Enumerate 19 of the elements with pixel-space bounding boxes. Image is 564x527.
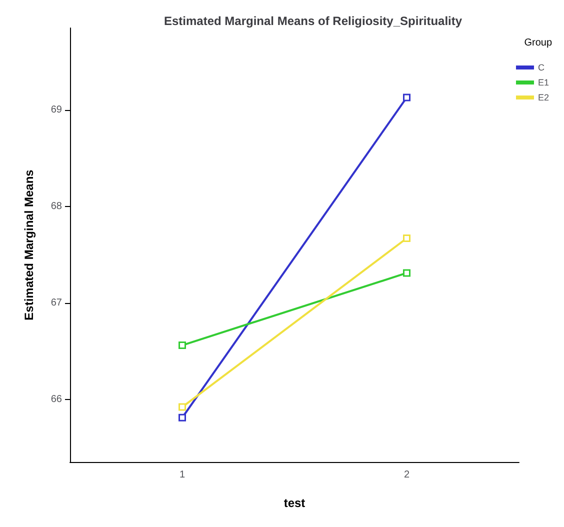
x-tick-label: 1 (179, 470, 186, 480)
legend-label: C (538, 62, 545, 72)
x-axis-title: test (284, 496, 306, 510)
y-tick-label: 69 (50, 104, 62, 116)
point (403, 269, 410, 277)
y-axis-title: Estimated Marginal Means (22, 169, 36, 320)
point (403, 234, 410, 242)
legend-label: E2 (538, 92, 550, 102)
point (178, 403, 186, 411)
x-tick-label: 2 (404, 470, 410, 480)
y-tick-label: 68 (50, 200, 62, 212)
point (178, 414, 186, 422)
point (178, 342, 186, 350)
legend-label: E1 (538, 78, 550, 88)
point (403, 94, 410, 102)
legend-title: Group (524, 38, 552, 48)
chart-title: Estimated Marginal Means of Religiosity_Spirituality (164, 14, 462, 28)
y-tick-label: 66 (50, 394, 62, 405)
y-tick-label: 67 (50, 297, 62, 308)
